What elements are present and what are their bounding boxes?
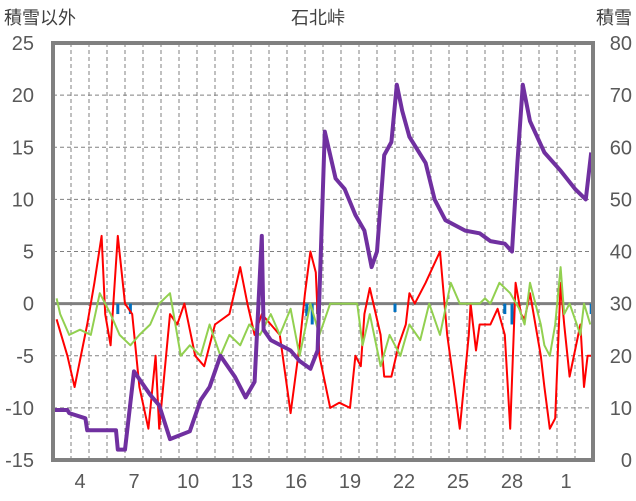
blue-bar — [310, 303, 314, 325]
x-tick-label: 4 — [74, 471, 85, 493]
blue-bar — [128, 303, 132, 315]
blue-bar — [393, 303, 397, 312]
right-tick-label: 0 — [621, 450, 632, 472]
left-tick-label: 5 — [23, 242, 34, 264]
right-axis-title: 積雪 — [596, 8, 632, 28]
x-tick-label: 1 — [560, 471, 571, 493]
x-tick-label: 16 — [285, 471, 307, 493]
right-tick-label: 50 — [610, 189, 632, 211]
x-tick-label: 19 — [339, 471, 361, 493]
left-tick-label: -15 — [5, 450, 34, 472]
right-tick-label: 30 — [610, 294, 632, 316]
blue-bar — [116, 303, 120, 315]
green-series-line — [55, 266, 592, 368]
blue-bar — [503, 303, 507, 315]
left-axis-title: 積雪以外 — [4, 8, 76, 28]
x-tick-label: 7 — [128, 471, 139, 493]
right-tick-label: 60 — [610, 137, 632, 159]
x-tick-label: 10 — [177, 471, 199, 493]
right-tick-label: 10 — [610, 398, 632, 420]
purple-series-line — [54, 82, 594, 452]
left-tick-label: 20 — [12, 85, 34, 107]
right-tick-label: 70 — [610, 85, 632, 107]
left-tick-label: -5 — [16, 346, 34, 368]
right-tick-label: 80 — [610, 33, 632, 55]
left-tick-label: -10 — [5, 398, 34, 420]
axes: 25 80 20 70 15 60 10 50 5 40 0 30 -5 20 -10 10 -15 0 4 7 10 1… — [5, 33, 632, 493]
left-tick-label: 25 — [12, 33, 34, 55]
plot-frame — [51, 41, 595, 462]
right-tick-label: 40 — [610, 242, 632, 264]
right-tick-label: 20 — [610, 346, 632, 368]
x-tick-label: 13 — [231, 471, 253, 493]
left-tick-label: 0 — [23, 294, 34, 316]
x-tick-label: 22 — [393, 471, 415, 493]
x-tick-label: 28 — [501, 471, 523, 493]
blue-bar — [305, 303, 309, 317]
series — [53, 82, 594, 452]
red-series-line — [55, 234, 593, 430]
left-tick-label: 10 — [12, 189, 34, 211]
x-tick-label: 25 — [447, 471, 469, 493]
chart-title: 石北峠 — [291, 8, 345, 28]
blue-bar — [510, 303, 514, 325]
left-tick-label: 15 — [12, 137, 34, 159]
